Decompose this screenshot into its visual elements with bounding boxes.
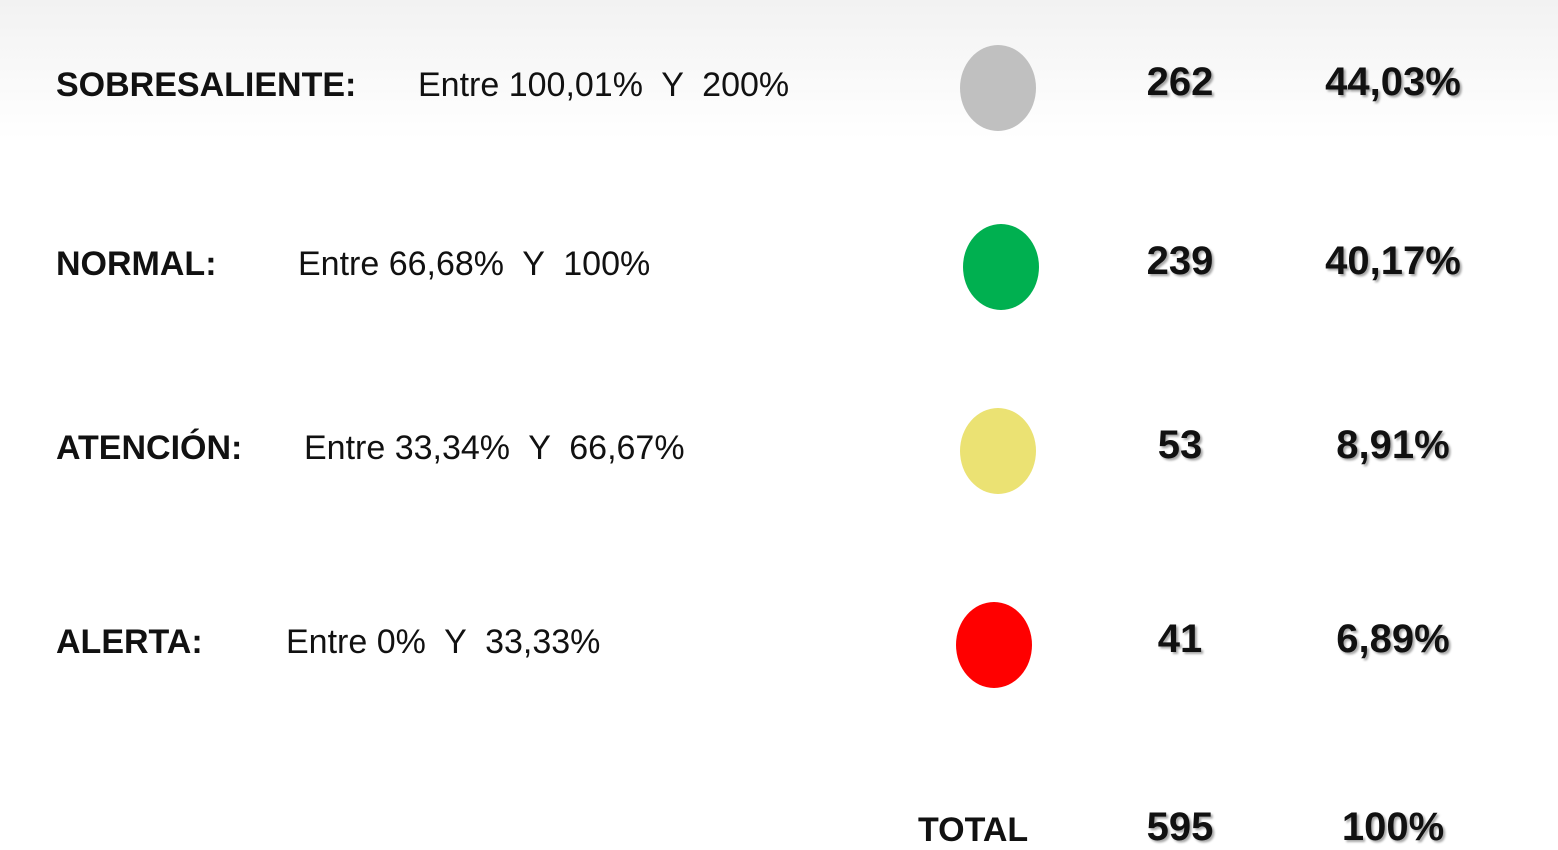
status-dot — [956, 602, 1032, 688]
row-percent: 44,03% — [1325, 60, 1461, 104]
total-count: 595 — [1146, 805, 1214, 849]
status-dot — [960, 45, 1036, 131]
total-label: TOTAL — [918, 811, 1029, 849]
row-count: 262 — [1146, 60, 1214, 104]
row-percent: 6,89% — [1336, 617, 1450, 661]
row-count: 41 — [1157, 617, 1203, 661]
row-count: 239 — [1146, 239, 1214, 283]
row-range: Entre 66,68% Y 100% — [298, 245, 651, 283]
row-range: Entre 0% Y 33,33% — [286, 623, 601, 661]
row-label: SOBRESALIENTE: — [56, 66, 357, 104]
row-percent: 40,17% — [1325, 239, 1461, 283]
row-label: ALERTA: — [56, 623, 203, 661]
row-range: Entre 100,01% Y 200% — [418, 66, 790, 104]
row-count: 53 — [1157, 423, 1203, 467]
total-percent: 100% — [1341, 805, 1445, 849]
row-label: NORMAL: — [56, 245, 217, 283]
status-dot — [963, 224, 1039, 310]
row-label: ATENCIÓN: — [56, 429, 243, 467]
status-dot — [960, 408, 1036, 494]
row-range: Entre 33,34% Y 66,67% — [304, 429, 685, 467]
row-percent: 8,91% — [1336, 423, 1450, 467]
